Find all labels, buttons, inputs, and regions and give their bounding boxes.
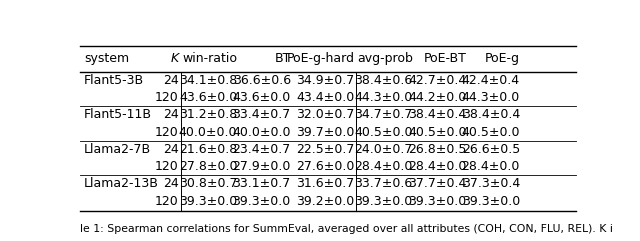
- Text: 40.5±0.0: 40.5±0.0: [408, 126, 467, 139]
- Text: 21.6±0.8: 21.6±0.8: [179, 143, 237, 156]
- Text: 24.0±0.7: 24.0±0.7: [355, 143, 413, 156]
- Text: le 1: Spearman correlations for SummEval, averaged over all attributes (COH, CON: le 1: Spearman correlations for SummEval…: [80, 223, 613, 234]
- Text: 28.4±0.0: 28.4±0.0: [408, 160, 467, 173]
- Text: 36.6±0.6: 36.6±0.6: [233, 74, 291, 87]
- Text: 120: 120: [155, 194, 179, 208]
- Text: 28.4±0.0: 28.4±0.0: [355, 160, 413, 173]
- Text: 34.9±0.7: 34.9±0.7: [296, 74, 355, 87]
- Text: 22.5±0.7: 22.5±0.7: [296, 143, 355, 156]
- Text: 38.4±0.6: 38.4±0.6: [355, 74, 413, 87]
- Text: 120: 120: [155, 126, 179, 139]
- Text: PoE-g-hard: PoE-g-hard: [286, 52, 355, 65]
- Text: 27.8±0.0: 27.8±0.0: [179, 160, 237, 173]
- Text: 39.3±0.0: 39.3±0.0: [408, 194, 467, 208]
- Text: 32.0±0.7: 32.0±0.7: [296, 108, 355, 121]
- Text: 27.9±0.0: 27.9±0.0: [232, 160, 291, 173]
- Text: 42.4±0.4: 42.4±0.4: [462, 74, 520, 87]
- Text: BT: BT: [275, 52, 291, 65]
- Text: 44.3±0.0: 44.3±0.0: [461, 91, 520, 104]
- Text: 34.7±0.7: 34.7±0.7: [355, 108, 413, 121]
- Text: Llama2-7B: Llama2-7B: [84, 143, 151, 156]
- Text: 28.4±0.0: 28.4±0.0: [461, 160, 520, 173]
- Text: K: K: [170, 52, 179, 65]
- Text: 33.1±0.7: 33.1±0.7: [232, 177, 291, 190]
- Text: 23.4±0.7: 23.4±0.7: [232, 143, 291, 156]
- Text: Flant5-3B: Flant5-3B: [84, 74, 144, 87]
- Text: 39.3±0.0: 39.3±0.0: [179, 194, 237, 208]
- Text: Flant5-11B: Flant5-11B: [84, 108, 152, 121]
- Text: 30.8±0.7: 30.8±0.7: [179, 177, 237, 190]
- Text: 120: 120: [155, 91, 179, 104]
- Text: 37.3±0.4: 37.3±0.4: [461, 177, 520, 190]
- Text: 42.7±0.4: 42.7±0.4: [408, 74, 467, 87]
- Text: 43.6±0.0: 43.6±0.0: [179, 91, 237, 104]
- Text: 33.4±0.7: 33.4±0.7: [232, 108, 291, 121]
- Text: 40.0±0.0: 40.0±0.0: [179, 126, 237, 139]
- Text: 39.3±0.0: 39.3±0.0: [232, 194, 291, 208]
- Text: 39.2±0.0: 39.2±0.0: [296, 194, 355, 208]
- Text: 44.3±0.0: 44.3±0.0: [355, 91, 413, 104]
- Text: 44.2±0.0: 44.2±0.0: [408, 91, 467, 104]
- Text: 31.6±0.7: 31.6±0.7: [296, 177, 355, 190]
- Text: 40.5±0.0: 40.5±0.0: [355, 126, 413, 139]
- Text: 39.7±0.0: 39.7±0.0: [296, 126, 355, 139]
- Text: 120: 120: [155, 160, 179, 173]
- Text: system: system: [84, 52, 129, 65]
- Text: PoE-g: PoE-g: [485, 52, 520, 65]
- Text: 40.5±0.0: 40.5±0.0: [461, 126, 520, 139]
- Text: 43.4±0.0: 43.4±0.0: [296, 91, 355, 104]
- Text: 24: 24: [163, 177, 179, 190]
- Text: PoE-BT: PoE-BT: [424, 52, 467, 65]
- Text: 34.1±0.8: 34.1±0.8: [179, 74, 237, 87]
- Text: win-ratio: win-ratio: [182, 52, 237, 65]
- Text: 40.0±0.0: 40.0±0.0: [232, 126, 291, 139]
- Text: 37.7±0.4: 37.7±0.4: [408, 177, 467, 190]
- Text: 33.7±0.6: 33.7±0.6: [355, 177, 413, 190]
- Text: 24: 24: [163, 143, 179, 156]
- Text: 27.6±0.0: 27.6±0.0: [296, 160, 355, 173]
- Text: avg-prob: avg-prob: [357, 52, 413, 65]
- Text: 24: 24: [163, 74, 179, 87]
- Text: 38.4±0.4: 38.4±0.4: [408, 108, 467, 121]
- Text: 39.3±0.0: 39.3±0.0: [461, 194, 520, 208]
- Text: 24: 24: [163, 108, 179, 121]
- Text: 26.8±0.5: 26.8±0.5: [408, 143, 467, 156]
- Text: 39.3±0.0: 39.3±0.0: [355, 194, 413, 208]
- Text: 43.6±0.0: 43.6±0.0: [232, 91, 291, 104]
- Text: 26.6±0.5: 26.6±0.5: [461, 143, 520, 156]
- Text: Llama2-13B: Llama2-13B: [84, 177, 159, 190]
- Text: 31.2±0.8: 31.2±0.8: [179, 108, 237, 121]
- Text: 38.4±0.4: 38.4±0.4: [461, 108, 520, 121]
